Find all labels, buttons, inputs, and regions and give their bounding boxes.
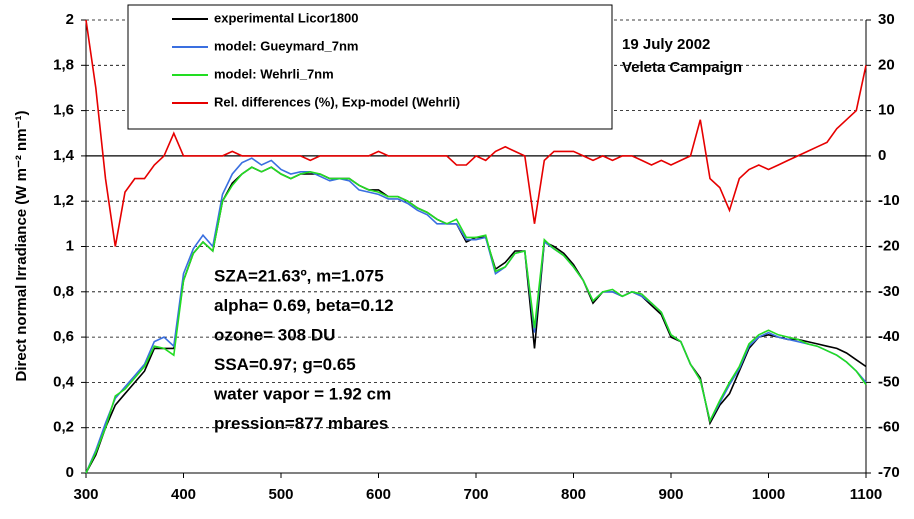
y-tick-label: 2 xyxy=(66,11,74,28)
series-line xyxy=(85,166,867,474)
annotation: Veleta Campaign xyxy=(622,59,742,76)
y-tick-label: 0 xyxy=(66,464,74,481)
y-tick-label: 0,2 xyxy=(53,419,74,436)
x-tick-label: 800 xyxy=(561,486,586,503)
legend-label: Rel. differences (%), Exp-model (Wehrli) xyxy=(214,94,460,109)
y2-tick-label: -20 xyxy=(878,237,900,254)
y-tick-label: 1,6 xyxy=(53,102,74,119)
x-tick-label: 500 xyxy=(268,486,293,503)
y-tick-label: 1 xyxy=(66,237,74,254)
y-tick-label: 0,4 xyxy=(53,373,75,390)
y2-tick-label: 0 xyxy=(878,147,886,164)
legend-box xyxy=(127,4,613,130)
x-tick-label: 1000 xyxy=(752,486,785,503)
series-line xyxy=(85,157,867,474)
annotation: pression=877 mbares xyxy=(214,414,388,433)
y-tick-label: 1,4 xyxy=(53,147,75,164)
x-tick-label: 300 xyxy=(73,486,98,503)
y2-tick-label: -50 xyxy=(878,373,900,390)
y2-tick-label: -10 xyxy=(878,192,900,209)
y2-tick-label: 10 xyxy=(878,102,895,119)
legend-label: model: Wehrli_7nm xyxy=(214,66,334,81)
x-tick-label: 600 xyxy=(366,486,391,503)
annotation: SZA=21.63º, m=1.075 xyxy=(214,266,384,285)
x-tick-label: 400 xyxy=(171,486,196,503)
annotation: 19 July 2002 xyxy=(622,36,710,53)
y-axis-label: Direct normal Irradiance (W m⁻² nm⁻¹) xyxy=(13,111,30,382)
annotation: SSA=0.97; g=0.65 xyxy=(214,355,356,374)
y2-tick-label: -60 xyxy=(878,419,900,436)
y2-tick-label: 30 xyxy=(878,11,895,28)
legend-label: experimental Licor1800 xyxy=(214,10,359,25)
y2-tick-label: 20 xyxy=(878,56,895,73)
series-line xyxy=(85,19,867,247)
x-tick-label: 700 xyxy=(463,486,488,503)
legend-label: model: Gueymard_7nm xyxy=(214,38,359,53)
y-tick-label: 0,6 xyxy=(53,328,74,345)
annotation: ozone= 308 DU xyxy=(214,325,335,344)
y-tick-label: 1,2 xyxy=(53,192,74,209)
y-tick-label: 1,8 xyxy=(53,56,74,73)
y2-tick-label: -40 xyxy=(878,328,900,345)
annotation: water vapor = 1.92 cm xyxy=(213,384,391,403)
annotation: alpha= 0.69, beta=0.12 xyxy=(214,296,394,315)
series-line xyxy=(85,166,867,474)
x-tick-label: 1100 xyxy=(850,486,883,503)
y2-tick-label: -30 xyxy=(878,283,900,300)
y2-tick-label: -70 xyxy=(878,464,900,481)
y-tick-label: 0,8 xyxy=(53,283,74,300)
x-tick-label: 900 xyxy=(658,486,683,503)
